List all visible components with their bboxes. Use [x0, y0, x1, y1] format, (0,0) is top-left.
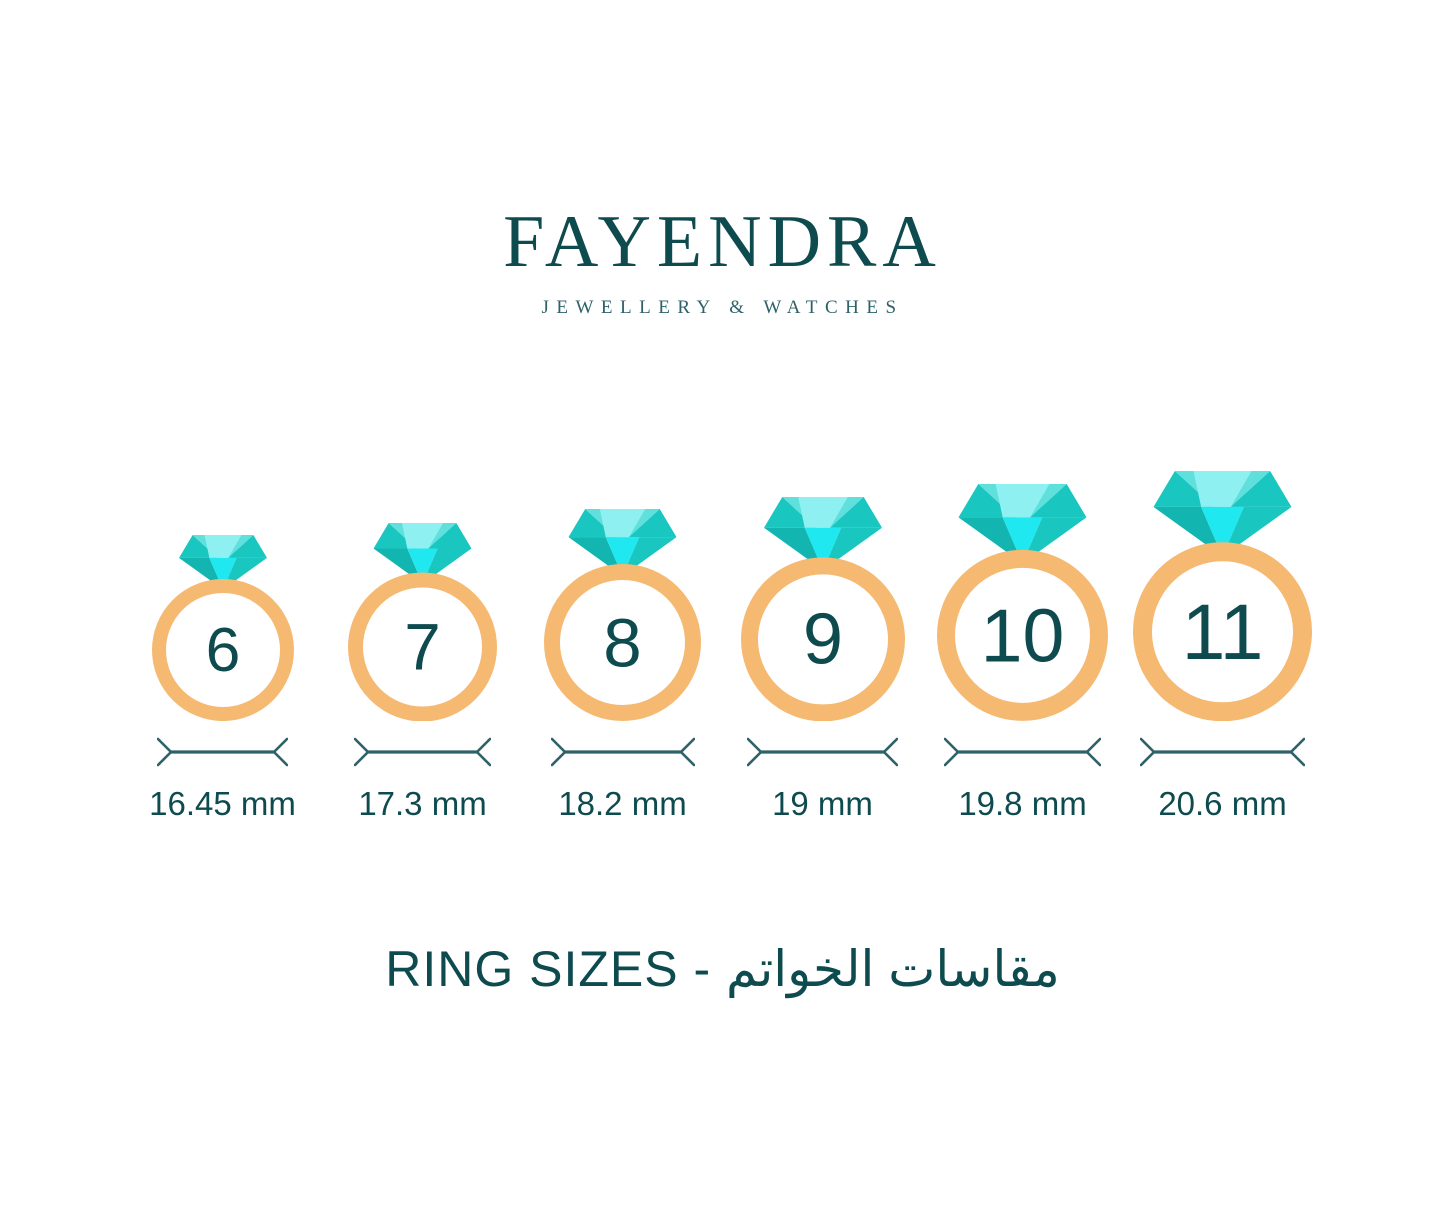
diamond-icon	[1153, 470, 1292, 557]
ring-diameter-label-7: 17.3 mm	[358, 785, 487, 822]
ring-band	[151, 579, 294, 721]
brand-logo: FAYENDRA JEWELLERY & WATCHES	[0, 205, 1445, 319]
ring-illustration-11: 11	[1129, 470, 1316, 721]
ring-size-number: 10	[981, 594, 1065, 678]
ring-size-item-7[interactable]: 7 17.3 mm	[323, 522, 523, 822]
ring-size-item-11[interactable]: 11 20.6 mm	[1123, 470, 1323, 822]
ring-illustration-9: 9	[737, 496, 909, 721]
diamond-icon	[373, 522, 472, 584]
ring-diameter-label-6: 16.45 mm	[149, 785, 296, 822]
ring-size-number: 9	[802, 599, 842, 679]
diamond-icon	[763, 496, 882, 570]
ring-band	[740, 557, 905, 721]
ring-size-row: 6 16.45 mm 7 17.3 mm	[0, 440, 1445, 820]
ring-diameter-label-9: 19 mm	[772, 785, 873, 822]
ring-band	[937, 550, 1108, 721]
ring-illustration-6: 6	[148, 534, 298, 721]
ring-illustration-8: 8	[540, 509, 705, 721]
ring-size-number: 11	[1182, 588, 1264, 676]
ring-size-number: 7	[404, 610, 440, 683]
ring-band	[1133, 542, 1312, 721]
page-title: RING SIZES - مقاسات الخواتم	[0, 940, 1445, 998]
dimension-line-11	[1140, 735, 1305, 769]
diamond-icon	[958, 484, 1087, 564]
dimension-line-7	[354, 735, 491, 769]
ring-size-number: 8	[603, 604, 641, 682]
dimension-line-10	[944, 735, 1101, 769]
ring-illustration-7: 7	[344, 522, 501, 722]
ring-size-number: 6	[205, 615, 240, 685]
page-title-text: RING SIZES - مقاسات الخواتم	[385, 941, 1060, 997]
ring-size-item-9[interactable]: 9 19 mm	[723, 496, 923, 822]
dimension-line-9	[747, 735, 898, 769]
dimension-line-8	[550, 735, 695, 769]
ring-band	[544, 564, 701, 721]
ring-band	[348, 572, 497, 721]
brand-subtitle: JEWELLERY & WATCHES	[541, 297, 904, 318]
ring-diameter-label-10: 19.8 mm	[958, 785, 1087, 822]
ring-size-item-8[interactable]: 8 18.2 mm	[523, 509, 723, 820]
ring-diameter-label-11: 20.6 mm	[1158, 785, 1287, 822]
ring-size-item-6[interactable]: 6 16.45 mm	[123, 534, 323, 822]
dimension-line-6	[157, 735, 288, 769]
brand-wordmark: FAYENDRA	[503, 201, 942, 283]
ring-size-item-10[interactable]: 10 19.8 mm	[923, 484, 1123, 820]
ring-illustration-10: 10	[933, 484, 1112, 721]
ring-diameter-label-8: 18.2 mm	[558, 785, 687, 822]
